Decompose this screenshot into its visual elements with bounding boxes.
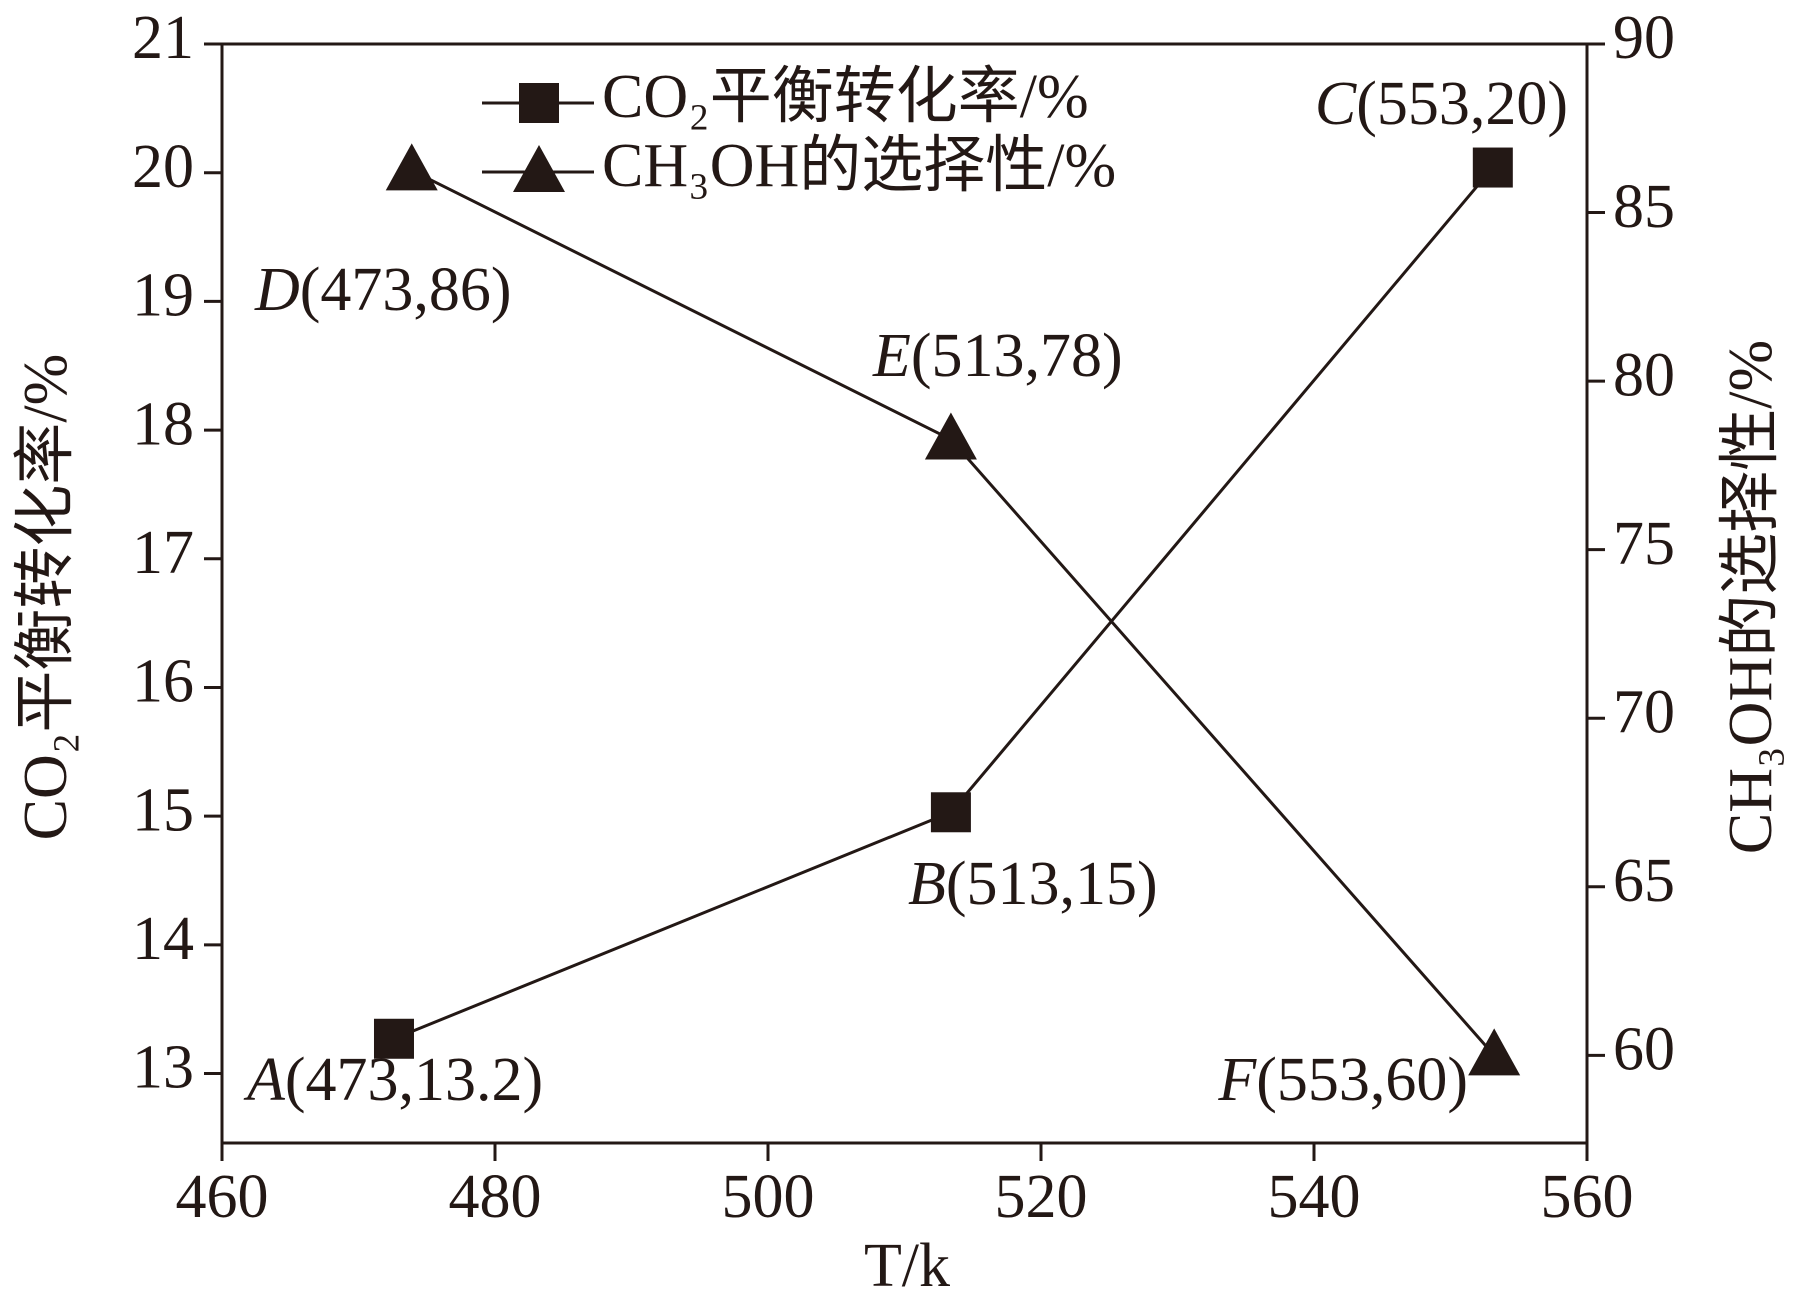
x-tick-label: 500 xyxy=(722,1163,815,1231)
marker xyxy=(930,792,971,833)
y-tick-label: 21 xyxy=(132,4,194,72)
annotation-letter: D xyxy=(254,256,300,324)
annotation-letter: F xyxy=(1217,1046,1257,1114)
annotation: C(553,20) xyxy=(1315,70,1568,138)
marker xyxy=(1468,1028,1521,1076)
x-tick-label: 520 xyxy=(995,1163,1088,1231)
annotation-letter: E xyxy=(872,322,911,390)
x-tick-label: 560 xyxy=(1541,1163,1634,1231)
y-tick-label: 13 xyxy=(132,1034,194,1102)
y-tick-label: 19 xyxy=(132,262,194,330)
annotation: E(513,78) xyxy=(872,322,1123,390)
annotation: B(513,15) xyxy=(908,850,1158,918)
y-tick-label: 15 xyxy=(132,776,194,844)
series-line xyxy=(411,169,1496,1057)
annotation-text: (513,15) xyxy=(946,850,1158,918)
marker xyxy=(924,412,977,460)
annotation-text: (553,60) xyxy=(1256,1046,1468,1114)
annotation-letter: A xyxy=(243,1046,286,1114)
y2-tick-label: 85 xyxy=(1613,173,1675,241)
annotation-text: (473,86) xyxy=(300,256,512,324)
annotation-letter: B xyxy=(908,850,946,918)
x-tick-label: 540 xyxy=(1268,1163,1361,1231)
annotation: A(473,13.2) xyxy=(243,1046,543,1114)
y-tick-label: 14 xyxy=(132,905,194,973)
marker xyxy=(373,1018,414,1059)
marker xyxy=(1472,147,1513,188)
y2-tick-label: 80 xyxy=(1613,341,1675,409)
annotation-letter: C xyxy=(1315,70,1357,138)
y-tick-label: 16 xyxy=(132,648,194,716)
y2-tick-label: 90 xyxy=(1613,4,1675,72)
annotation: F(553,60) xyxy=(1217,1046,1468,1114)
annotation-text: (513,78) xyxy=(911,322,1123,390)
x-axis-label: T/k xyxy=(864,1232,950,1300)
annotation-text: (473,13.2) xyxy=(285,1046,543,1114)
y-tick-label: 17 xyxy=(132,519,194,587)
y-tick-label: 18 xyxy=(132,390,194,458)
plot-frame xyxy=(220,42,1589,1145)
y2-tick-label: 65 xyxy=(1613,847,1675,915)
y2-tick-label: 75 xyxy=(1613,510,1675,578)
y-axis-label: CO₂平衡转化率/% xyxy=(12,354,80,841)
y2-tick-label: 70 xyxy=(1613,678,1675,746)
legend-label: CO₂平衡转化率/% xyxy=(602,63,1089,131)
annotation-text: (553,20) xyxy=(1356,70,1568,138)
marker xyxy=(519,83,559,123)
x-tick-label: 460 xyxy=(176,1163,269,1231)
marker xyxy=(385,143,438,191)
marker xyxy=(513,145,565,192)
y-tick-label: 20 xyxy=(132,133,194,201)
y2-axis-label: CH₃OH的选择性/% xyxy=(1717,340,1785,854)
legend-label: CH₃OH的选择性/% xyxy=(602,132,1116,200)
x-tick-label: 480 xyxy=(449,1163,542,1231)
y2-tick-label: 60 xyxy=(1613,1016,1675,1084)
annotation: D(473,86) xyxy=(254,256,512,324)
